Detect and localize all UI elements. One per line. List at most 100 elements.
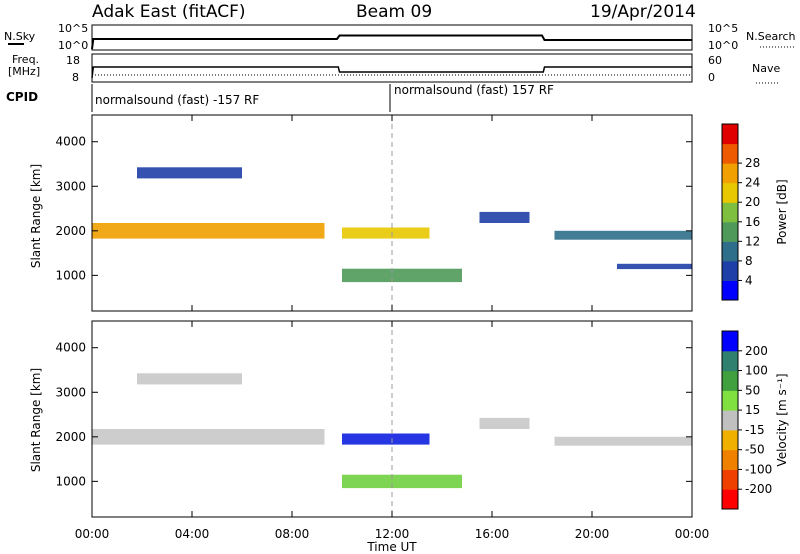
power-colorbar-swatch [722, 202, 738, 223]
noise-series-path [91, 34, 692, 50]
velocity-colorbar-swatch [722, 350, 738, 372]
band-0 [92, 429, 325, 445]
velocity-colorbar-swatch [722, 390, 738, 411]
power-colorbar-swatch [722, 182, 738, 203]
freq-tick-bottom: 8 [72, 71, 79, 84]
band-3 [342, 268, 462, 283]
station-title: Adak East (fitACF) [92, 2, 246, 22]
power-colorbar-swatch [722, 260, 738, 281]
power-colorbar-swatch [722, 163, 738, 184]
noise-right-tick-top: 10^5 [708, 22, 738, 35]
nave-label: Nave [752, 62, 780, 75]
power-colorbar-frame [721, 123, 739, 301]
freq-series-path [91, 66, 692, 79]
velocity-colorbar-tick-label: 50 [745, 383, 760, 397]
velocity-colorbar-tick-label: -200 [745, 482, 772, 496]
power-colorbar-swatches [722, 124, 738, 301]
power-colorbar-tick-label: 8 [745, 254, 753, 268]
velocity-ytick-label: 2000 [55, 430, 86, 444]
band-5 [554, 230, 692, 240]
power-colorbar: 4 8 12 16 20 24 28 Power [dB] [721, 123, 789, 301]
velocity-ytick-label: 4000 [55, 341, 86, 355]
power-y-ticks: 1000 2000 3000 4000 [55, 135, 692, 282]
power-ylabel: Slant Range [km] [29, 164, 43, 268]
band-6 [617, 263, 692, 270]
velocity-colorbar-tick-label: -100 [745, 462, 772, 476]
velocity-colorbar-swatch [722, 489, 738, 510]
freq-panel: Freq. [MHz] 18 8 60 0 Nave CPID [6, 53, 780, 104]
power-colorbar-tick-label: 16 [745, 215, 760, 229]
band-1 [137, 167, 242, 179]
velocity-y-ticks: 1000 2000 3000 4000 [55, 341, 692, 488]
noise-left-label: N.Sky [4, 30, 36, 43]
x-axis-ticks: 00:00 04:00 08:00 12:00 16:00 20:00 00:00 [75, 115, 710, 541]
velocity-data [92, 373, 692, 489]
power-ytick-label: 1000 [55, 268, 86, 282]
cpid-label: CPID [6, 90, 38, 104]
velocity-colorbar-swatches [722, 331, 738, 510]
band-4 [479, 211, 530, 223]
band-3 [342, 474, 462, 489]
velocity-ylabel: Slant Range [km] [29, 368, 43, 472]
xtick-label: 20:00 [575, 527, 610, 541]
power-colorbar-swatch [722, 221, 738, 242]
power-ytick-label: 2000 [55, 224, 86, 238]
velocity-colorbar: -200 -100 -50 -15 15 50 100 200 Velocity [m s⁻¹… [721, 330, 789, 510]
xtick-label: 00:00 [675, 527, 710, 541]
beam-title: Beam 09 [356, 2, 432, 22]
velocity-colorbar-tick-label: 15 [745, 403, 760, 417]
band-0 [92, 223, 325, 239]
power-colorbar-tick-label: 4 [745, 273, 753, 287]
power-colorbar-swatch [722, 143, 738, 164]
xtick-label: 00:00 [75, 527, 110, 541]
velocity-colorbar-swatch [722, 331, 738, 352]
velocity-colorbar-tick-label: -50 [745, 443, 765, 457]
noise-sky-line [91, 34, 692, 50]
date-title: 19/Apr/2014 [590, 2, 696, 22]
xtick-label: 04:00 [175, 527, 210, 541]
freq-line [91, 66, 692, 79]
band-2 [342, 227, 430, 239]
noise-left-tick-bottom: 10^0 [58, 39, 88, 52]
power-ytick-label: 4000 [55, 135, 86, 149]
velocity-colorbar-swatch [722, 469, 738, 490]
noise-panel: N.Sky 10^5 10^0 10^5 10^0 N.Search [4, 22, 796, 52]
velocity-ytick-label: 1000 [55, 474, 86, 488]
velocity-colorbar-swatch [722, 370, 738, 391]
power-ytick-label: 3000 [55, 179, 86, 193]
power-colorbar-swatch [722, 124, 738, 145]
velocity-colorbar-frame [721, 330, 739, 510]
velocity-colorbar-tick-label: 200 [745, 344, 768, 358]
x-axis-label: Time UT [366, 540, 417, 554]
nave-tick-top: 60 [708, 54, 722, 67]
velocity-colorbar-swatch [722, 410, 738, 431]
power-colorbar-tick-label: 20 [745, 195, 760, 209]
freq-tick-top: 18 [66, 54, 80, 67]
power-colorbar-ticks: 4 8 12 16 20 24 28 [738, 156, 760, 287]
xtick-label: 08:00 [275, 527, 310, 541]
power-colorbar-tick-label: 24 [745, 176, 760, 190]
power-colorbar-label: Power [dB] [775, 179, 789, 244]
velocity-colorbar-swatch [722, 449, 738, 470]
cpid-row: normalsound (fast) -157 RF normalsound (… [91, 83, 554, 112]
noise-right-label: N.Search [746, 30, 796, 43]
freq-panel-frame [91, 53, 693, 83]
freq-label-line1: Freq. [12, 53, 39, 66]
velocity-colorbar-ticks: -200 -100 -50 -15 15 50 100 200 [738, 344, 772, 496]
power-colorbar-tick-label: 28 [745, 156, 760, 170]
noise-panel-frame [91, 24, 693, 51]
velocity-colorbar-swatch [722, 429, 738, 451]
velocity-colorbar-label: Velocity [m s⁻¹] [775, 373, 789, 466]
velocity-ytick-label: 3000 [55, 385, 86, 399]
power-panel: 1000 2000 3000 4000 Slant Range [km] [29, 114, 693, 312]
noise-left-tick-top: 10^5 [58, 22, 88, 35]
velocity-colorbar-tick-label: 100 [745, 364, 768, 378]
power-colorbar-swatch [722, 280, 738, 301]
band-1 [137, 373, 242, 385]
velocity-colorbar-tick-label: -15 [745, 423, 765, 437]
xtick-label: 12:00 [375, 527, 410, 541]
freq-label-line2: [MHz] [8, 65, 40, 78]
xtick-label: 16:00 [475, 527, 510, 541]
cpid-segment-1: normalsound (fast) -157 RF [95, 93, 259, 107]
